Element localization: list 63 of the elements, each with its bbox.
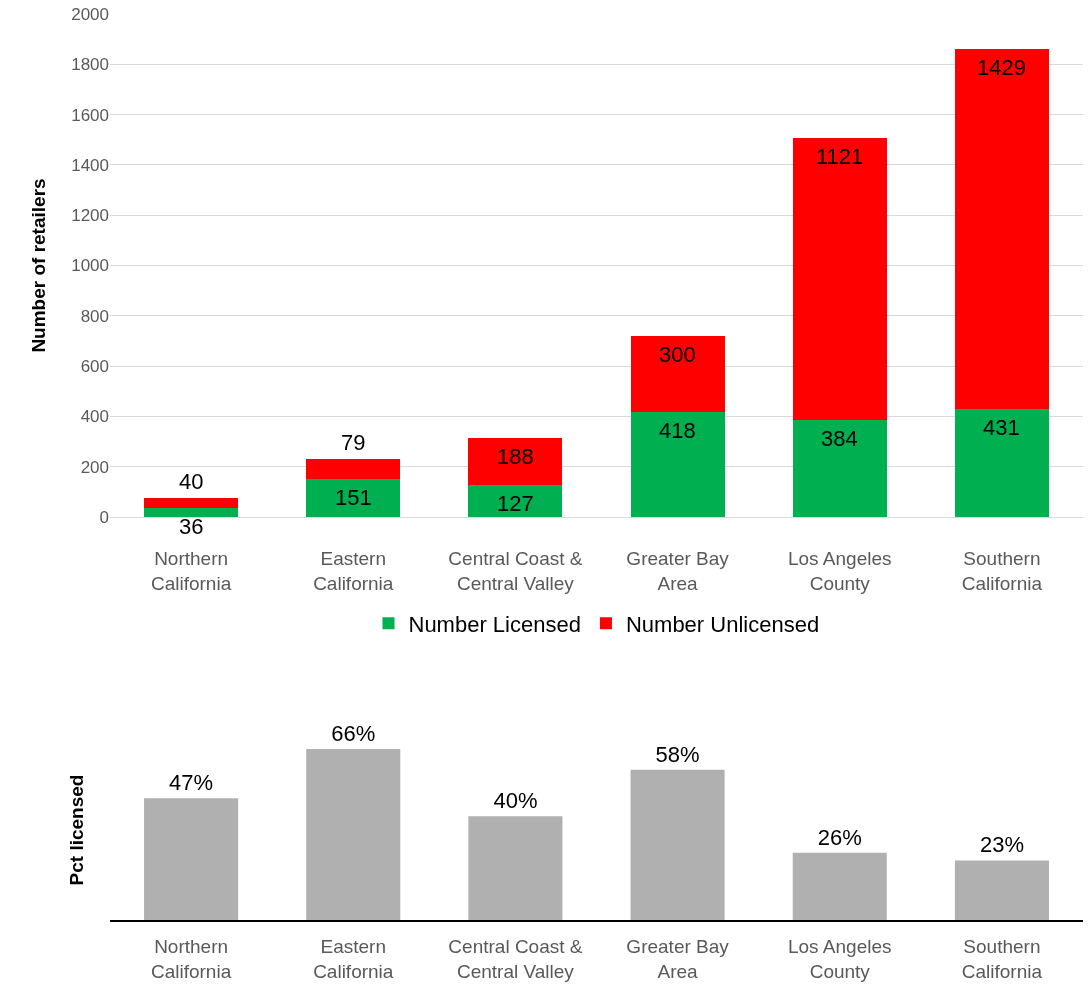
x-tick-label: Greater Bay Area <box>626 935 730 982</box>
bar <box>306 479 401 517</box>
bar <box>144 497 239 508</box>
data-label: 40% <box>493 788 538 814</box>
data-label: 23% <box>979 832 1024 858</box>
bar <box>468 816 563 920</box>
data-label: 431 <box>983 415 1020 440</box>
x-tick-label: Southern California <box>961 547 1043 594</box>
data-label: 127 <box>497 491 534 516</box>
data-label: 151 <box>335 485 372 510</box>
y-axis-title: Number of retailers <box>28 178 50 353</box>
data-label: 36 <box>179 514 204 539</box>
x-tick-label: Los Angeles County <box>787 547 892 594</box>
y-tick-label: 400 <box>80 407 109 427</box>
x-tick-label: Southern California <box>961 935 1043 982</box>
data-label: 58% <box>655 741 700 767</box>
data-label: 40 <box>179 469 204 494</box>
bar <box>468 437 563 486</box>
y-tick-label: 800 <box>80 306 109 326</box>
bar <box>792 138 887 421</box>
x-tick-label: Central Coast & Central Valley <box>448 935 583 982</box>
bar <box>630 411 725 517</box>
data-label: 26% <box>817 824 862 850</box>
data-label: 1121 <box>816 144 864 169</box>
bar <box>306 749 401 920</box>
data-label: 79 <box>341 430 366 455</box>
y-tick-label: 1200 <box>71 206 109 226</box>
x-tick-label: Central Coast & Central Valley <box>448 547 583 594</box>
y-tick-label: 1800 <box>71 55 109 75</box>
y-tick-label: 200 <box>80 457 109 477</box>
data-label: 300 <box>659 342 696 367</box>
y-tick-label: 600 <box>80 357 109 377</box>
x-tick-label: Northern California <box>150 547 232 594</box>
bar <box>630 336 725 412</box>
bar <box>144 798 239 920</box>
data-label: 47% <box>169 770 214 796</box>
y-tick-label: 1400 <box>71 155 109 175</box>
bar <box>468 485 563 517</box>
data-label: 1429 <box>977 55 1026 80</box>
bar <box>792 852 887 920</box>
data-label: 384 <box>821 426 858 451</box>
y-tick-label: 1000 <box>71 256 109 276</box>
bar <box>954 49 1049 409</box>
bar <box>306 459 401 480</box>
y-tick-label: 1600 <box>71 105 109 125</box>
bar <box>144 507 239 517</box>
bar <box>954 860 1049 920</box>
x-tick-label: Los Angeles County <box>787 935 892 982</box>
x-tick-label: Northern California <box>150 935 232 982</box>
data-label: 66% <box>331 721 376 746</box>
y-tick-label: 0 <box>99 507 109 527</box>
legend-label: Number Licensed <box>408 611 581 637</box>
bar <box>630 769 725 920</box>
x-tick-label: Greater Bay Area <box>626 547 730 594</box>
x-tick-label: Eastern California <box>313 935 394 982</box>
x-tick-label: Eastern California <box>313 547 394 594</box>
y-tick-label: 2000 <box>71 4 109 24</box>
data-label: 418 <box>659 418 696 443</box>
y-axis-title: Pct licensed <box>65 774 87 886</box>
legend-label: Number Unlicensed <box>625 611 820 637</box>
data-label: 188 <box>497 444 534 469</box>
bar <box>792 420 887 517</box>
bar <box>954 408 1049 517</box>
